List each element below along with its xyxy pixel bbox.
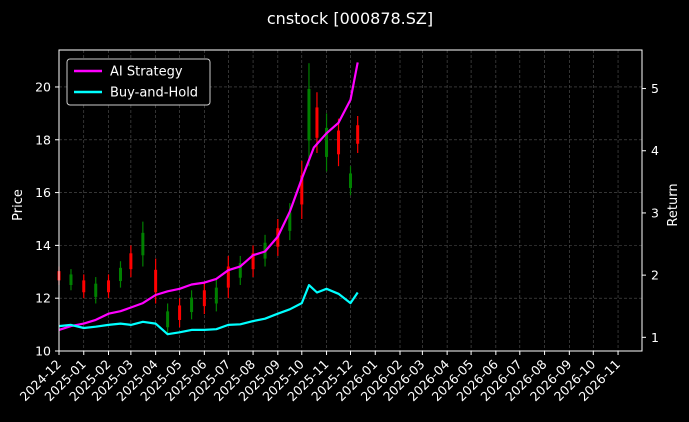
price-candle-body [307,88,311,141]
price-candle-body [226,266,230,288]
price-candle-body [337,130,341,155]
price-candle-body [238,263,242,278]
price-candle-body [69,274,73,285]
y2-tick-label: 1 [651,330,659,345]
y-tick-label: 14 [35,238,51,253]
series-line-ai-strategy [58,62,359,331]
y-tick-label: 12 [35,291,51,306]
price-candle-body [300,175,304,205]
price-candle-body [118,267,122,282]
price-candle-body [129,253,133,270]
chart-title: cnstock [000878.SZ] [267,9,433,28]
price-candle-body [190,297,194,313]
y2-axis-ticks: 1 2 3 4 5 [642,81,659,345]
price-candle-body [356,125,360,144]
legend-box [66,58,211,106]
x-axis-ticks: 2024-122025-012025-022025-032025-042025-… [17,351,623,404]
y2-axis-label: Return [666,183,681,226]
price-candle-body [178,305,182,320]
y2-tick-label: 2 [651,268,659,283]
price-candle-body [202,290,206,307]
price-candle-body [251,253,255,270]
price-candle-body [214,287,218,304]
price-candle-body [349,173,352,188]
y-tick-label: 10 [35,344,51,359]
series-line-buy-and-hold [58,284,359,336]
y2-tick-label: 5 [651,81,659,96]
legend: AI Strategy Buy-and-Hold [66,58,211,106]
y2-tick-label: 4 [651,143,659,158]
y-tick-label: 20 [35,79,51,94]
price-candle-body [325,127,329,157]
price-candle-body [288,212,292,231]
price-candle-body [107,280,111,293]
y-tick-label: 16 [35,185,51,200]
series-lines [58,62,359,336]
price-candle-body [154,269,158,293]
price-candle-body [166,311,170,328]
legend-label-ai-strategy: AI Strategy [110,65,183,80]
y2-tick-label: 3 [651,205,659,220]
price-candle-body [82,280,86,293]
y-tick-label: 18 [35,132,51,147]
y-axis-label: Price [11,189,26,221]
legend-label-buy-and-hold: Buy-and-Hold [110,86,198,101]
y-axis-ticks: 10 12 14 16 18 20 [35,79,59,359]
price-candle-body [315,107,319,138]
price-candle-body [94,283,98,297]
price-candle-body [141,232,145,256]
